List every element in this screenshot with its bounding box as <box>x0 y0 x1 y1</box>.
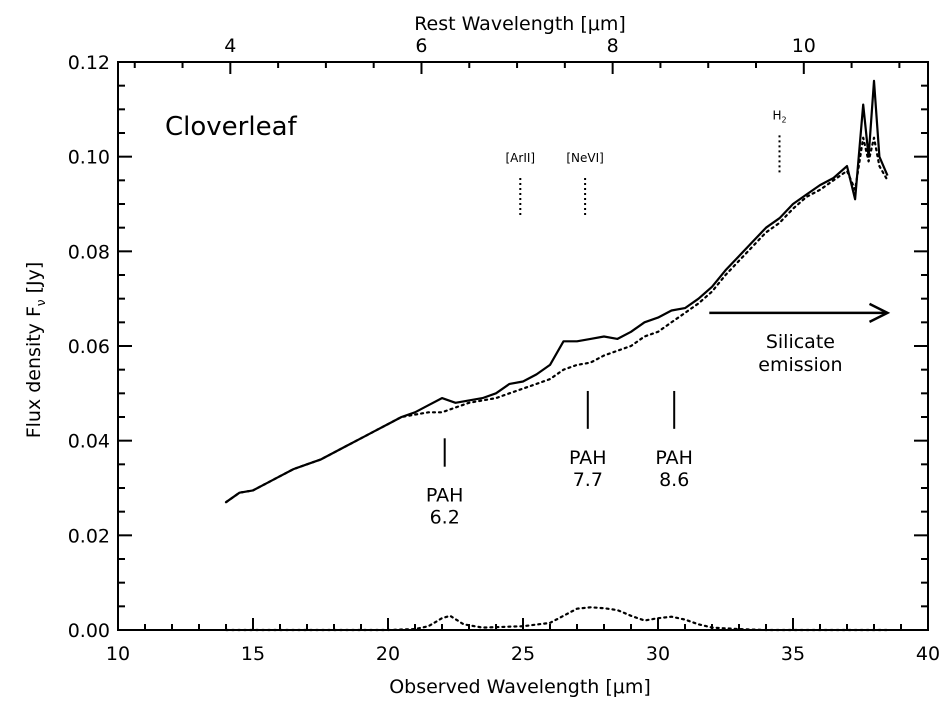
x-tick-label: 25 <box>511 643 535 665</box>
pah-8-6-label-top: PAH <box>655 447 693 469</box>
y-tick-label: 0.06 <box>68 336 110 358</box>
x-top-tick-label: 8 <box>607 35 619 57</box>
h2-line-label: H2 <box>772 108 786 124</box>
series-line-dotted-1 <box>224 136 889 504</box>
h2-line-label-sub: 2 <box>781 115 786 124</box>
pah-6-2-label-top: PAH <box>426 485 464 507</box>
y-axis-title-unit: [Jy] <box>23 262 45 294</box>
series-group <box>224 79 889 632</box>
pah-7-7-label-top: PAH <box>569 447 607 469</box>
silicate-arrow-head <box>868 302 891 323</box>
silicate-label-2: emission <box>758 354 842 376</box>
y-axis-title-main: Flux density F <box>23 306 45 438</box>
x-tick-label: 30 <box>646 643 670 665</box>
axis-ticks: 10 15 20 25 30 35 404 6 8 100.000.020.040.060.080… <box>68 35 940 665</box>
y-tick-label: 0.12 <box>68 52 110 74</box>
y-tick-label: 0.00 <box>68 620 110 642</box>
x-top-tick-label: 10 <box>792 35 816 57</box>
pah-6-2-label-bottom: 6.2 <box>430 507 460 529</box>
x-tick-label: 35 <box>781 643 805 665</box>
y-tick-label: 0.10 <box>68 147 110 169</box>
series-line-total <box>225 79 889 504</box>
x-tick-label: 40 <box>916 643 940 665</box>
x-top-tick-label: 6 <box>415 35 427 57</box>
pah-7-7-label-bottom: 7.7 <box>573 469 603 491</box>
x-tick-label: 10 <box>106 643 130 665</box>
x-tick-label: 20 <box>376 643 400 665</box>
x-tick-label: 15 <box>241 643 265 665</box>
y-axis-title-sub: ν <box>34 299 48 306</box>
ne-vi-line-label: [NeVI] <box>566 151 603 165</box>
ar-ii-line-label: [ArII] <box>506 151 536 165</box>
y-tick-label: 0.02 <box>68 525 110 547</box>
series-line-dotted-2 <box>224 606 889 632</box>
y-tick-label: 0.08 <box>68 241 110 263</box>
panel-label: Cloverleaf <box>165 112 298 142</box>
pah-8-6-label-bottom: 8.6 <box>659 469 689 491</box>
x-axis-title-bottom: Observed Wavelength [μm] <box>389 676 651 698</box>
y-tick-label: 0.04 <box>68 431 110 453</box>
x-top-tick-label: 4 <box>224 35 236 57</box>
silicate-label-1: Silicate <box>766 331 835 353</box>
svg-text:Flux density Fν[Jy]: Flux density Fν [Jy] <box>23 262 48 439</box>
x-axis-title-top: Rest Wavelength [μm] <box>414 13 626 35</box>
y-axis-title: Flux density Fν [Jy] <box>23 262 48 439</box>
